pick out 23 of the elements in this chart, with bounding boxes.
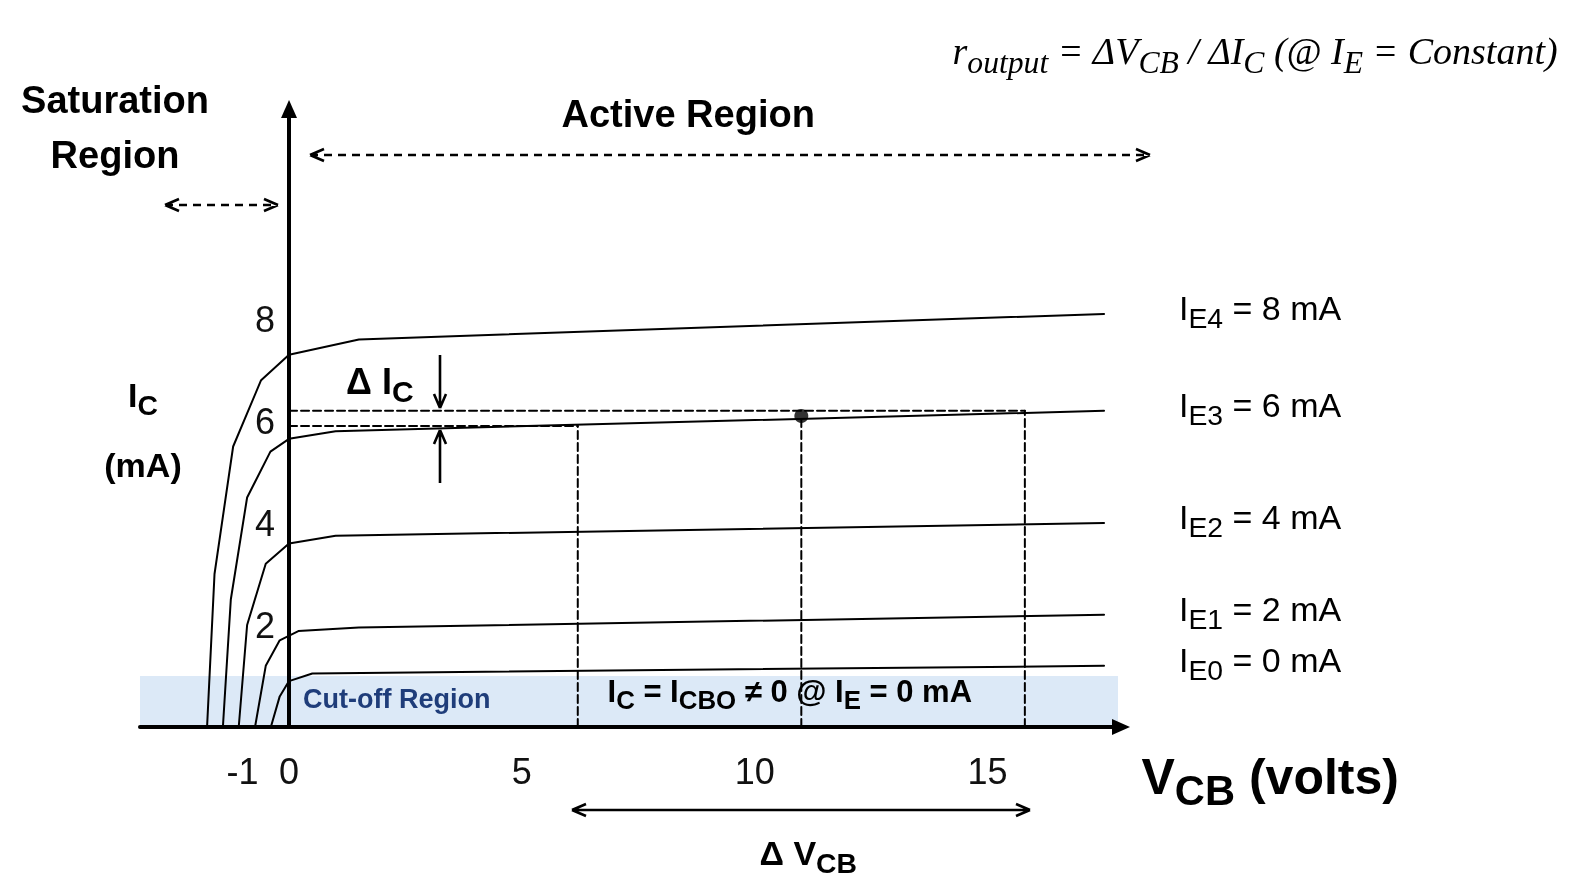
text: Δ V$_{CB}$ — [759, 834, 857, 879]
text: I$_{E4}$ = 8 mA — [1179, 288, 1342, 334]
text: I$_{E0}$ = 0 mA — [1179, 640, 1342, 686]
text: r$_{output}$ = ΔV$_{CB}$ / ΔI$_{C}$ (@ I$_{E}$ = Constant) — [952, 29, 1558, 80]
x-tick-label: 10 — [734, 750, 775, 792]
y-axis-title: I$_{C}$ (mA) — [103, 375, 183, 486]
y-tick-label: 2 — [255, 604, 276, 646]
x-axis-title: V$_{CB}$ (volts) — [1141, 749, 1399, 814]
x-tick-label: 5 — [511, 750, 532, 792]
y-tick-label: 6 — [255, 400, 276, 442]
x-tick-label: 0 — [279, 750, 300, 792]
annotation: I$_{C}$ = I$_{CBO}$ ≠ 0 @ I$_{E}$ = 0 mA — [607, 674, 973, 715]
text: I$_{E2}$ = 4 mA — [1179, 498, 1342, 543]
annotation: Active Region — [561, 93, 815, 136]
y-tick-label: 8 — [255, 298, 276, 340]
x-tick-label: -1 — [226, 750, 259, 792]
x-tick-label: 15 — [967, 750, 1008, 792]
y-tick-label: 4 — [255, 502, 276, 544]
text: I$_{E3}$ = 6 mA — [1179, 385, 1342, 431]
annotation: Saturation Region — [20, 78, 210, 179]
text: I$_{E1}$ = 2 mA — [1179, 589, 1342, 635]
annotation: Δ I$_{C}$ — [346, 361, 414, 409]
band-label: Cut-off Region — [303, 683, 491, 715]
